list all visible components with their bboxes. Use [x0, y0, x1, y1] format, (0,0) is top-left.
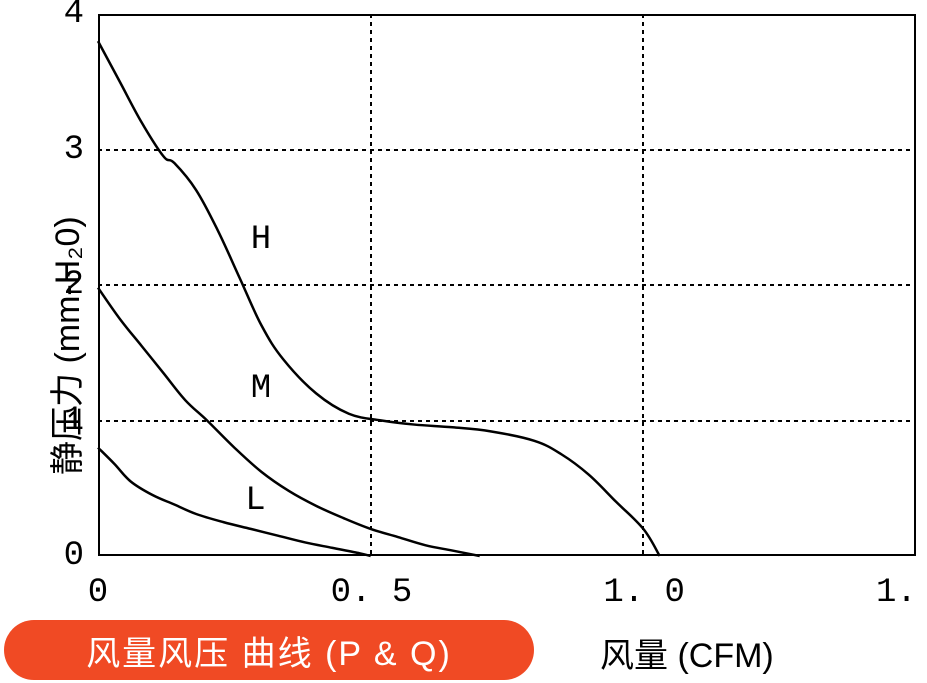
- gridline-h: [98, 420, 916, 422]
- xtick-label: 1. 0: [603, 574, 683, 612]
- series-label-h: H: [251, 221, 271, 259]
- ytick-label: 4: [64, 0, 84, 33]
- gridline-h: [98, 284, 916, 286]
- curve-layer: [0, 0, 927, 683]
- ytick-label: 1: [64, 402, 84, 440]
- xtick-label: 0. 5: [331, 574, 411, 612]
- gridline-v: [370, 14, 372, 556]
- ytick-label: 0: [64, 537, 84, 575]
- curve-m: [98, 288, 480, 556]
- xtick-label: 1. 5: [876, 574, 927, 612]
- x-axis-label: 风量 (CFM): [600, 628, 774, 677]
- xtick-label: 0: [58, 574, 138, 612]
- gridline-h: [98, 149, 916, 151]
- ytick-label: 3: [64, 131, 84, 169]
- curve-h: [98, 41, 660, 556]
- series-label-l: L: [245, 482, 265, 520]
- title-banner: 风量风压 曲线 (P & Q): [4, 620, 534, 680]
- pressure-airflow-chart: 静压力 (mm-H₂0) 风量 (CFM) 风量风压 曲线 (P & Q) 01…: [0, 0, 927, 683]
- curve-l: [98, 448, 371, 556]
- ytick-label: 2: [64, 266, 84, 304]
- gridline-v: [642, 14, 644, 556]
- series-label-m: M: [251, 370, 271, 408]
